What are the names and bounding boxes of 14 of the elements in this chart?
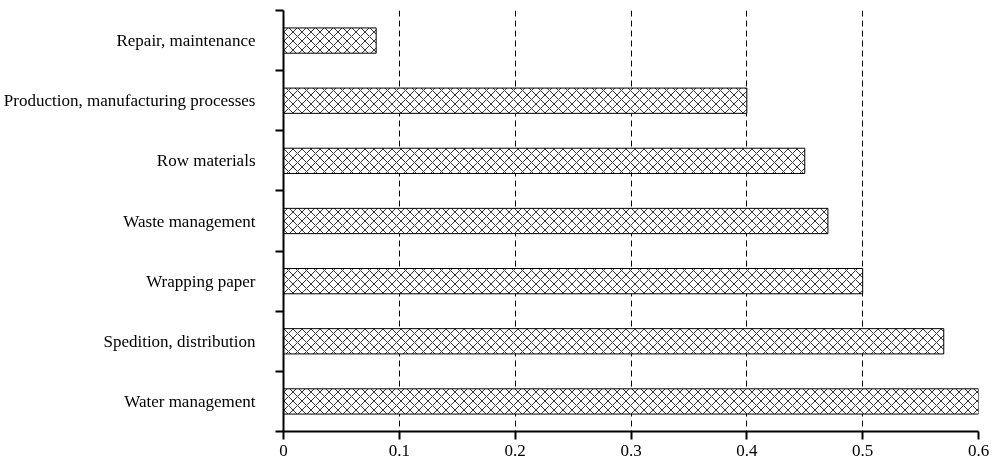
x-tick-label: 0.2 bbox=[504, 440, 526, 460]
y-tick-label: Repair, maintenance bbox=[116, 31, 256, 51]
y-tick-label: Spedition, distribution bbox=[103, 331, 256, 351]
y-tick-label: Wrapping paper bbox=[146, 271, 256, 291]
x-tick-label: 0.5 bbox=[852, 440, 874, 460]
x-tick-label: 0.6 bbox=[967, 440, 990, 460]
x-tick-label: 0.1 bbox=[388, 440, 410, 460]
x-tick-label: 0 bbox=[279, 440, 288, 460]
y-tick-label: Production, manufacturing processes bbox=[3, 91, 256, 111]
y-tick-label: Row materials bbox=[156, 151, 256, 171]
y-tick-label: Water management bbox=[124, 391, 256, 411]
x-tick-label: 0.4 bbox=[736, 440, 758, 460]
x-tick-label: 0.3 bbox=[620, 440, 642, 460]
y-tick-label: Waste management bbox=[123, 211, 256, 231]
